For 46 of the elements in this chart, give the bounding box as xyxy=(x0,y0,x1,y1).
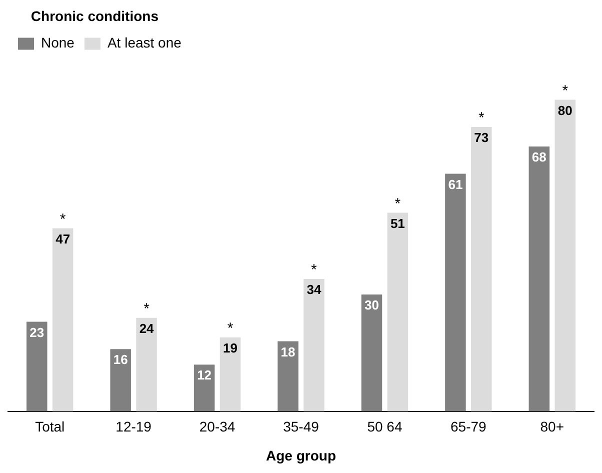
data-label: 34 xyxy=(306,282,322,298)
data-label: 12 xyxy=(197,368,212,383)
data-label: 18 xyxy=(280,344,296,360)
annotation: * xyxy=(60,210,66,228)
bar xyxy=(52,228,74,412)
data-label: 16 xyxy=(113,352,128,368)
annotation: * xyxy=(562,82,568,100)
data-label: 68 xyxy=(532,150,546,165)
bar xyxy=(445,174,466,412)
bar xyxy=(361,294,382,412)
bar xyxy=(278,341,298,412)
annotation: * xyxy=(144,300,150,318)
bar xyxy=(194,364,215,412)
bar xyxy=(528,146,550,412)
data-label: 61 xyxy=(448,176,463,192)
data-label: 19 xyxy=(223,340,238,356)
data-label: 23 xyxy=(30,324,44,340)
bar xyxy=(554,100,576,412)
legend-label: At least one xyxy=(107,34,182,51)
x-tick-label: 80+ xyxy=(540,418,564,435)
annotation: * xyxy=(478,110,484,127)
annotation: * xyxy=(394,195,401,212)
x-axis-title: Age group xyxy=(266,447,336,464)
data-label: 73 xyxy=(474,130,489,146)
bar xyxy=(304,278,324,412)
data-label: 30 xyxy=(364,298,379,313)
data-label: 51 xyxy=(390,216,405,231)
annotation: * xyxy=(227,320,234,338)
data-label: 24 xyxy=(139,320,155,336)
bar xyxy=(110,349,131,412)
x-tick-label: 12-19 xyxy=(116,418,152,435)
x-tick-label: Total xyxy=(35,418,65,435)
data-label: 47 xyxy=(56,231,70,246)
data-label: 80 xyxy=(558,102,572,118)
bar xyxy=(136,318,157,412)
bar xyxy=(26,322,48,412)
x-tick-label: 20-34 xyxy=(199,418,236,435)
legend-title: Chronic conditions xyxy=(30,8,159,24)
x-tick-label: 50 64 xyxy=(367,418,402,435)
bar xyxy=(220,337,241,412)
bar xyxy=(387,212,408,412)
annotation: * xyxy=(311,262,318,279)
bar xyxy=(471,127,492,412)
legend-label: None xyxy=(41,34,75,51)
x-tick-label: 65-79 xyxy=(450,418,487,435)
x-tick-label: 35-49 xyxy=(283,418,320,435)
